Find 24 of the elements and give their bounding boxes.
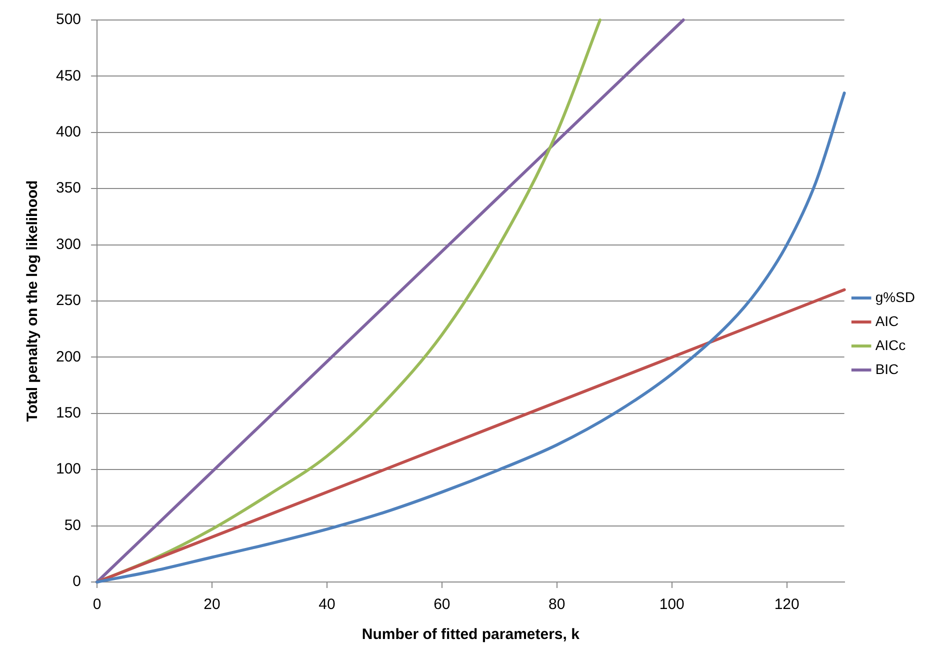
y-tick-label: 350 (56, 180, 82, 197)
y-tick-label: 300 (56, 236, 82, 253)
legend-label: AIC (875, 312, 899, 329)
x-tick-label: 60 (434, 596, 450, 614)
x-tick-label: 40 (318, 596, 336, 614)
y-tick-label: 50 (64, 516, 82, 534)
y-tick-label: 250 (56, 292, 82, 310)
x-tick-label: 120 (774, 596, 800, 614)
legend-label: g%SD (875, 288, 916, 305)
y-tick-label: 200 (56, 348, 82, 366)
legend-label: AICc (875, 336, 906, 353)
y-tick-label: 150 (56, 404, 82, 422)
x-tick-label: 20 (204, 596, 220, 614)
y-tick-label: 0 (72, 573, 82, 590)
y-axis-title: Total penalty on the log likelihood (24, 180, 42, 422)
y-tick-label: 100 (56, 460, 82, 478)
y-tick-label: 500 (56, 11, 82, 28)
x-axis-title: Number of fitted parameters, k (362, 626, 580, 644)
x-tick-label: 80 (548, 596, 566, 614)
y-tick-label: 400 (56, 124, 82, 141)
y-tick-label: 450 (56, 67, 82, 84)
x-tick-label: 0 (92, 596, 102, 614)
x-tick-label: 100 (659, 596, 684, 614)
legend-label: BIC (875, 360, 899, 377)
